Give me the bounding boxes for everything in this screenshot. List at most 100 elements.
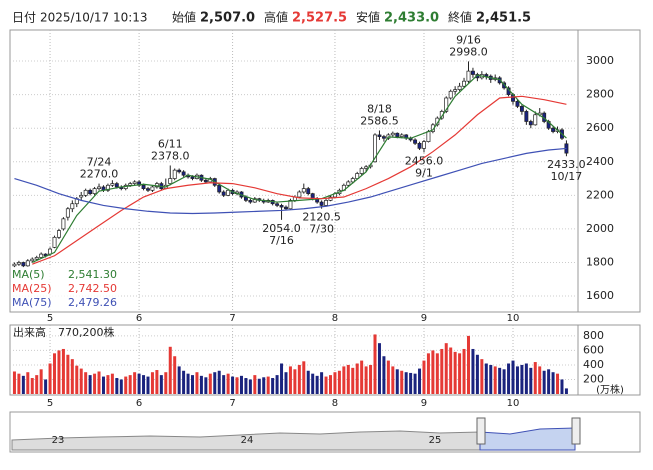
volume-bar [39, 369, 43, 394]
volume-bar [93, 373, 97, 394]
volume-bar [155, 370, 159, 394]
volume-unit: (万株) [596, 383, 624, 396]
volume-bar [88, 375, 92, 394]
volume-bar [48, 363, 52, 394]
volume-bar [133, 372, 137, 394]
candle-body [462, 80, 466, 87]
volume-bar [329, 375, 333, 394]
volume-bar [257, 378, 261, 394]
y-tick-label: 2800 [586, 88, 614, 101]
candle-body [279, 205, 284, 208]
candle-body [21, 262, 26, 267]
volume-bar [377, 343, 381, 394]
volume-bar [302, 361, 306, 394]
volume-bar [271, 378, 275, 394]
volume-bar [342, 366, 346, 394]
candle-body [25, 260, 30, 267]
volume-frame [9, 324, 641, 396]
annotation-date: 9/16 [456, 33, 481, 46]
annotation-value: 2433.0 [547, 158, 586, 171]
candle-body [172, 169, 177, 179]
candle-body [359, 168, 364, 174]
volume-legend-bg [11, 326, 119, 340]
volume-bar [44, 379, 48, 394]
navigator-label: 23 [52, 435, 65, 446]
annotation-date: 7/30 [309, 223, 334, 236]
candle-body [306, 188, 311, 195]
volume-bar [471, 348, 475, 394]
candle-body [168, 178, 173, 184]
volume-bar [231, 376, 235, 394]
volume-bar [164, 372, 168, 394]
candle-body [39, 253, 44, 258]
volume-bar [248, 379, 252, 394]
volume-bar [159, 375, 163, 394]
volume-bar [275, 375, 279, 394]
volume-bar [186, 373, 190, 394]
navigator-label: 24 [241, 435, 254, 446]
ma-line [14, 147, 567, 215]
volume-bar [30, 378, 34, 394]
volume-bar [426, 353, 430, 394]
volume-bar [226, 373, 230, 394]
volume-bar [84, 372, 88, 394]
volume-bar [435, 353, 439, 394]
legend-bg [11, 267, 119, 311]
volume-bar [502, 369, 506, 394]
navigator-handle[interactable] [571, 417, 581, 445]
x-tick-label: 5 [47, 398, 53, 409]
volume-bar [12, 371, 16, 394]
x-tick-label: 9 [421, 398, 427, 409]
candle-body [377, 134, 382, 137]
volume-bar [538, 366, 542, 394]
candle-body [132, 181, 137, 184]
volume-bar [266, 376, 270, 394]
volume-bar [142, 375, 146, 394]
volume-bar [373, 334, 377, 394]
price-frame [9, 29, 641, 313]
ma-line [32, 74, 567, 264]
ma-line [32, 95, 567, 265]
volume-bar [253, 375, 257, 394]
candle-body [181, 171, 186, 176]
x-tick-label: 7 [229, 313, 235, 324]
volume-bar [458, 353, 462, 394]
volume-bar [217, 370, 221, 394]
volume-bar [53, 353, 57, 394]
candle-body [177, 169, 182, 173]
volume-bar [515, 366, 519, 394]
candle-body [146, 188, 150, 191]
candle-body [110, 183, 115, 186]
volume-bar [542, 370, 546, 394]
candle-body [52, 236, 57, 248]
volume-bar [173, 356, 177, 394]
volume-bar [382, 356, 386, 394]
candle-body [417, 142, 422, 149]
volume-bar [21, 375, 25, 394]
volume-bar [386, 360, 390, 394]
y-tick-label: 1800 [586, 255, 614, 268]
volume-bar [409, 372, 413, 394]
volume-bar [61, 348, 65, 394]
volume-bar [324, 376, 328, 394]
candle-body [484, 74, 489, 77]
navigator-frame [9, 411, 641, 453]
volume-bar [17, 373, 21, 394]
candle-body [319, 201, 324, 206]
volume-bar [306, 370, 310, 394]
volume-bar [556, 373, 560, 394]
volume-bar [293, 369, 297, 394]
navigator-handle[interactable] [476, 417, 486, 445]
x-tick-label: 5 [47, 313, 53, 324]
volume-bar [444, 343, 448, 394]
volume-bar [244, 378, 248, 394]
volume-bar [547, 369, 551, 394]
volume-bar [484, 363, 488, 394]
volume-bar [462, 348, 466, 394]
volume-bar [70, 359, 74, 394]
volume-bar [529, 367, 533, 394]
volume-bar [66, 354, 70, 394]
volume-bar [239, 375, 243, 394]
volume-bar [404, 372, 408, 394]
candle-body [524, 111, 529, 122]
